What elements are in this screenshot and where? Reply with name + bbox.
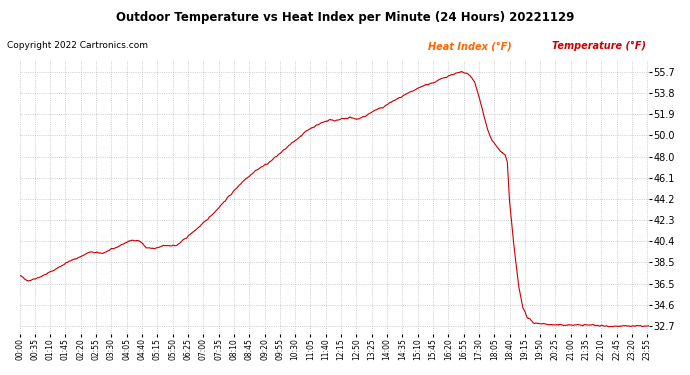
Text: Outdoor Temperature vs Heat Index per Minute (24 Hours) 20221129: Outdoor Temperature vs Heat Index per Mi… xyxy=(116,11,574,24)
Text: Heat Index (°F): Heat Index (°F) xyxy=(428,41,511,51)
Text: Copyright 2022 Cartronics.com: Copyright 2022 Cartronics.com xyxy=(7,41,148,50)
Text: Temperature (°F): Temperature (°F) xyxy=(552,41,646,51)
